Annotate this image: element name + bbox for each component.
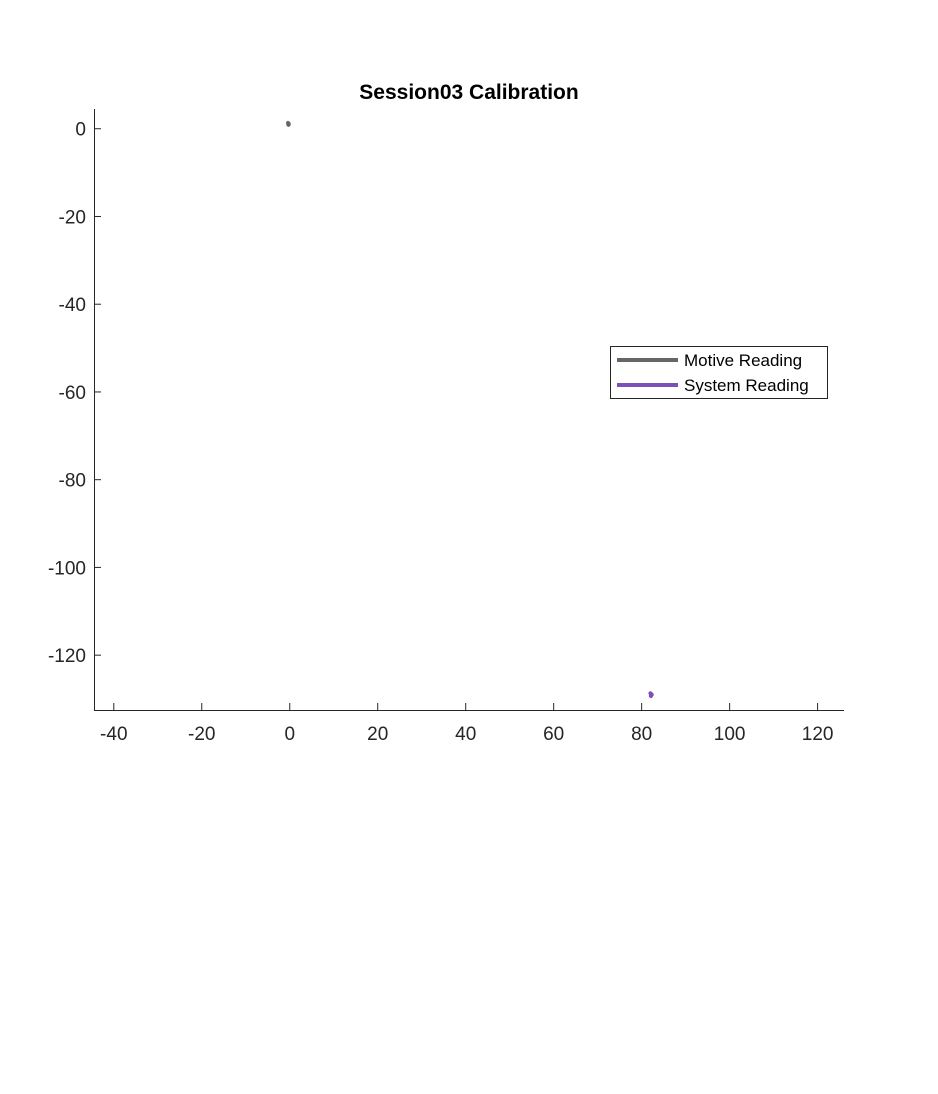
y-tick-label: -40 [59,295,86,316]
series-layer [285,121,654,698]
legend-entries: Motive Reading System Reading [617,351,809,395]
series-line-2 [648,691,654,698]
x-tick-label: -40 [100,724,127,745]
x-tick-label: 0 [284,724,295,745]
y-tick-label: -80 [59,471,86,492]
x-ticks: -40 -20 0 20 40 60 80 100 120 [100,703,833,745]
legend-label-2: System Reading [684,376,809,395]
y-tick-label: -120 [48,646,86,667]
legend-label-1: Motive Reading [684,351,802,370]
series-line-1 [285,121,291,127]
chart-axes [94,109,844,711]
y-tick-label: -20 [59,207,86,228]
y-tick-label: 0 [75,120,86,141]
x-tick-label: 80 [631,724,652,745]
x-tick-label: 40 [455,724,476,745]
chart-title: Session03 Calibration [359,81,578,104]
legend-box [610,346,828,399]
x-tick-label: 60 [543,724,564,745]
legend: Motive Reading System Reading [610,346,828,399]
y-tick-label: -60 [59,383,86,404]
x-tick-label: 120 [802,724,834,745]
x-tick-label: 20 [367,724,388,745]
y-ticks: 0 -20 -40 -60 -80 -100 -120 [48,120,101,667]
y-tick-label: -100 [48,558,86,579]
x-tick-label: -20 [188,724,215,745]
x-tick-label: 100 [714,724,746,745]
